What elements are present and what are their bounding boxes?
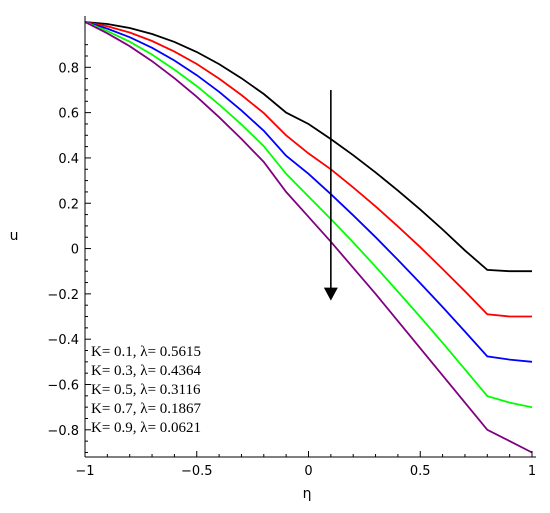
series-line-5 [84, 21, 533, 454]
legend-entry-4: K= 0.7, λ= 0.1867 [91, 401, 202, 417]
legend: K= 0.1, λ= 0.5615 K= 0.3, λ= 0.4364 K= 0.5… [91, 344, 202, 436]
y-tick-label: 0.8 [58, 61, 79, 76]
legend-entry-5: K= 0.9, λ= 0.0621 [91, 420, 201, 436]
legend-entry-2: K= 0.3, λ= 0.4364 [91, 363, 202, 379]
legend-entry-3: K= 0.5, λ= 0.3116 [91, 382, 201, 398]
series-line-4 [84, 21, 533, 409]
y-tick-label: 0 [71, 243, 79, 258]
x-tick-label: 1 [528, 464, 536, 479]
x-tick-label: 0 [304, 464, 312, 479]
y-tick-label: −0.6 [47, 379, 79, 394]
axis-labels: u η [10, 228, 312, 502]
series-line-3 [84, 21, 533, 363]
y-tick-label: −0.4 [47, 333, 79, 348]
trend-arrow-head [323, 287, 338, 301]
plot-area [84, 21, 533, 454]
x-tick-label: 0.5 [410, 464, 431, 479]
y-tick-label: 0.4 [58, 152, 79, 167]
y-axis-label: u [10, 228, 19, 244]
x-tick-label: −0.5 [181, 464, 213, 479]
y-tick-label: 0.2 [58, 197, 79, 212]
series-line-2 [84, 21, 532, 318]
y-tick-label: −0.8 [47, 424, 79, 439]
legend-entry-1: K= 0.1, λ= 0.5615 [91, 344, 201, 360]
y-tick-label: −0.2 [47, 288, 79, 303]
x-axis-label: η [303, 486, 312, 502]
axes: 0.8 0.6 0.4 0.2 0 −0.2 −0.4 −0.6 −0.8 −1 −0.5 0 0.5 1 [47, 16, 536, 479]
y-tick-label: 0.6 [58, 107, 79, 122]
x-tick-label: −1 [75, 464, 94, 479]
series-line-1 [84, 21, 532, 273]
